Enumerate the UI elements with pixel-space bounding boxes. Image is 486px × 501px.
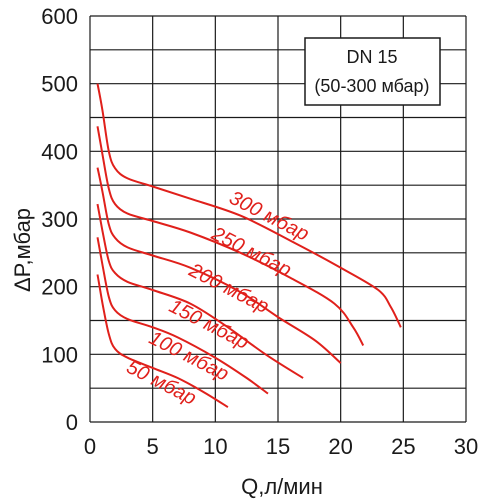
y-axis-title: ΔP,мбар xyxy=(10,208,35,292)
legend-box-line1: DN 15 xyxy=(346,47,397,67)
legend-box-frame xyxy=(304,37,441,106)
y-tick-label: 200 xyxy=(41,275,78,300)
y-tick-label: 100 xyxy=(41,342,78,367)
x-tick-label: 0 xyxy=(84,434,96,459)
legend-box-line2: (50-300 мбар) xyxy=(314,76,429,96)
x-axis-title: Q,л/мин xyxy=(241,474,323,499)
x-tick-label: 5 xyxy=(147,434,159,459)
x-tick-label: 25 xyxy=(391,434,415,459)
series-line xyxy=(96,167,342,364)
x-tick-label: 30 xyxy=(454,434,478,459)
y-tick-label: 600 xyxy=(41,4,78,29)
x-tick-label: 15 xyxy=(266,434,290,459)
series-line xyxy=(96,126,365,346)
series-line xyxy=(96,237,269,395)
legend-box: DN 15 (50-300 мбар) xyxy=(304,37,441,106)
y-tick-label: 500 xyxy=(41,72,78,97)
y-tick-label: 0 xyxy=(66,410,78,435)
x-tick-label: 20 xyxy=(328,434,352,459)
y-tick-label: 400 xyxy=(41,139,78,164)
series-line xyxy=(96,274,229,408)
x-tick-label: 10 xyxy=(203,434,227,459)
y-tick-label: 300 xyxy=(41,207,78,232)
series-line xyxy=(96,203,304,379)
series-line xyxy=(96,83,402,328)
